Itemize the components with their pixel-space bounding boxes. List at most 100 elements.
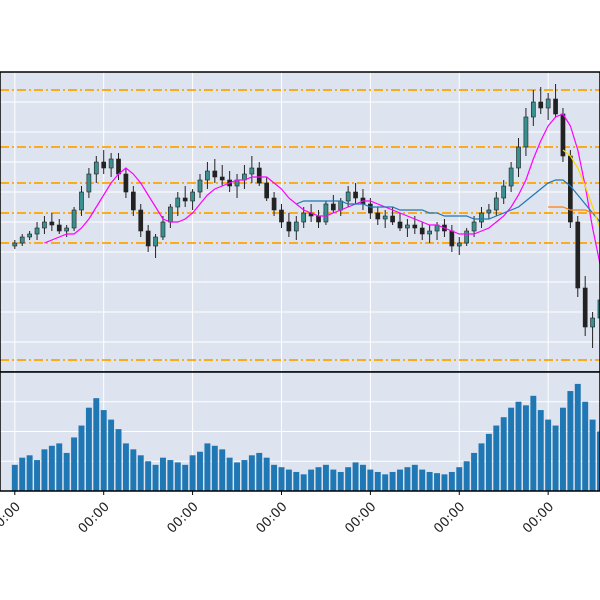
- volume-bar: [100, 410, 107, 491]
- volume-bar: [78, 425, 85, 491]
- volume-bar: [167, 460, 174, 491]
- volume-bar: [211, 445, 218, 491]
- candle-body: [12, 242, 18, 247]
- volume-bar: [389, 471, 396, 491]
- volume-bar: [63, 452, 70, 491]
- candle-body: [471, 221, 477, 232]
- volume-bar: [108, 419, 115, 491]
- candle-body: [279, 209, 284, 223]
- candle-body: [412, 224, 418, 229]
- candle-body: [168, 206, 173, 223]
- volume-bar: [352, 462, 359, 491]
- candle-body: [93, 161, 99, 175]
- candle-body: [256, 167, 262, 184]
- candle-body: [123, 173, 129, 193]
- moving-average-line: [548, 206, 600, 214]
- candle-body: [330, 203, 336, 211]
- volume-panel: [0, 371, 600, 492]
- volume-bar: [508, 407, 515, 491]
- volume-bar: [448, 471, 455, 491]
- volume-bar: [367, 469, 374, 491]
- candle-body: [160, 221, 166, 238]
- volume-bar: [397, 469, 403, 491]
- candle-body: [449, 230, 455, 247]
- moving-average-line: [296, 179, 600, 223]
- volume-bar: [456, 467, 463, 491]
- volume-bar: [256, 452, 263, 491]
- candle-body: [212, 170, 218, 178]
- candle-body: [538, 101, 544, 109]
- candle-body: [34, 227, 40, 235]
- volume-bar: [271, 464, 278, 491]
- volume-bar: [308, 469, 315, 491]
- volume-bar: [137, 455, 144, 491]
- volume-bar: [197, 451, 203, 491]
- volume-bar: [411, 464, 418, 491]
- volume-bar: [26, 455, 33, 491]
- volume-bar: [441, 474, 448, 491]
- volume-bar: [219, 449, 226, 491]
- candle-body: [405, 224, 410, 229]
- volume-bar: [285, 469, 292, 491]
- volume-bar: [145, 461, 152, 491]
- volume-panel-frame: [0, 371, 600, 492]
- x-axis-ticks: 00:00 00:00 00:00 00:00 00:00 00:00 00:00: [0, 491, 557, 537]
- volume-bar: [404, 467, 411, 491]
- volume-bar: [419, 469, 426, 491]
- volume-bar: [278, 467, 285, 491]
- x-tick-label: 00:00: [431, 499, 468, 536]
- candle-body: [271, 197, 277, 211]
- candle-body: [145, 230, 151, 247]
- volume-bar: [330, 469, 337, 491]
- volume-bar: [567, 391, 574, 491]
- volume-bar: [589, 419, 596, 491]
- horizontal-levels: [0, 89, 600, 361]
- candle-body: [130, 191, 136, 211]
- volume-bar: [471, 452, 478, 491]
- volume-bar: [478, 443, 485, 491]
- volume-bar: [204, 443, 211, 491]
- candle-body: [590, 317, 595, 328]
- volume-bar: [300, 474, 307, 491]
- volume-bar: [293, 471, 300, 491]
- volume-bar: [485, 433, 492, 491]
- volume-bar: [130, 449, 137, 491]
- volume-bar: [574, 383, 581, 491]
- volume-bar: [360, 464, 366, 491]
- candle-body: [353, 191, 358, 199]
- volume-bar: [241, 460, 248, 491]
- candle-body: [516, 146, 521, 169]
- volume-bar: [41, 449, 48, 491]
- volume-bar: [382, 474, 389, 491]
- x-tick-label: 00:00: [0, 499, 24, 536]
- volume-bar: [530, 395, 537, 491]
- volume-bar: [174, 462, 181, 491]
- candle-body: [101, 161, 107, 169]
- volume-bar: [34, 460, 40, 491]
- candle-body: [116, 158, 121, 175]
- moving-average-line: [44, 113, 600, 267]
- candle-body: [464, 230, 470, 244]
- candle-body: [219, 176, 225, 181]
- candle-body: [397, 221, 403, 229]
- candle-body: [323, 203, 329, 223]
- volume-bar: [552, 425, 559, 491]
- candle-body: [545, 98, 551, 109]
- candle-body: [175, 197, 181, 208]
- candle-body: [508, 167, 514, 187]
- candle-body: [301, 212, 307, 223]
- volume-bar: [515, 401, 522, 491]
- volume-bar: [493, 425, 500, 491]
- volume-bar: [122, 443, 129, 491]
- candle-body: [286, 221, 292, 232]
- candle-body: [560, 113, 566, 157]
- volume-bar: [322, 464, 329, 491]
- volume-bar: [226, 457, 233, 491]
- price-panel: [0, 71, 600, 373]
- volume-bar: [345, 467, 352, 491]
- volume-bar: [426, 471, 433, 491]
- candle-body: [368, 203, 373, 214]
- candle-body: [49, 221, 55, 226]
- candle-body: [568, 155, 573, 223]
- volume-bar: [189, 455, 196, 491]
